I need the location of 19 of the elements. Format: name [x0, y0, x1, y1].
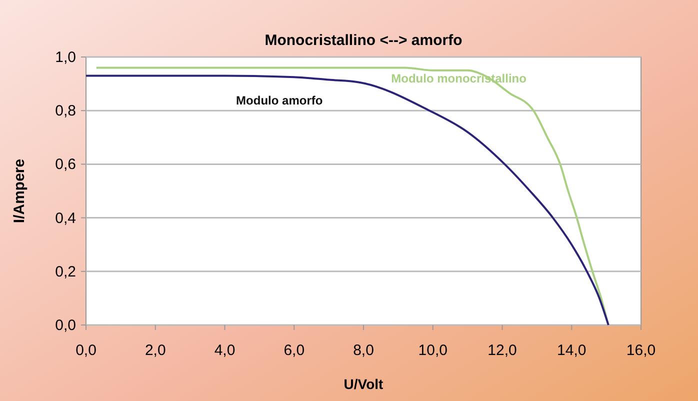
x-tick-label: 10,0 — [418, 342, 448, 359]
y-tick-label: 0,0 — [55, 317, 76, 334]
x-tick-label: 4,0 — [214, 342, 236, 359]
x-axis-title: U/Volt — [344, 376, 384, 392]
y-tick-label: 0,4 — [55, 210, 76, 227]
chart-title: Monocristallino <--> amorfo — [264, 32, 462, 49]
x-tick-label: 2,0 — [144, 342, 166, 359]
x-tick-label: 0,0 — [76, 342, 96, 359]
y-tick-label: 0,6 — [55, 156, 76, 174]
x-tick-label: 16,0 — [626, 342, 656, 359]
x-tick-label: 14,0 — [557, 342, 586, 359]
x-tick-label: 12,0 — [488, 342, 517, 359]
x-tick-label: 6,0 — [284, 342, 305, 359]
y-tick-label: 0,8 — [55, 102, 76, 120]
y-axis-title: I/Ampere — [11, 158, 28, 224]
x-tick-label: 8,0 — [353, 342, 374, 359]
series-label: Modulo amorfo — [236, 93, 323, 108]
y-tick-label: 0,2 — [55, 263, 76, 280]
y-tick-label: 1,0 — [55, 49, 76, 66]
